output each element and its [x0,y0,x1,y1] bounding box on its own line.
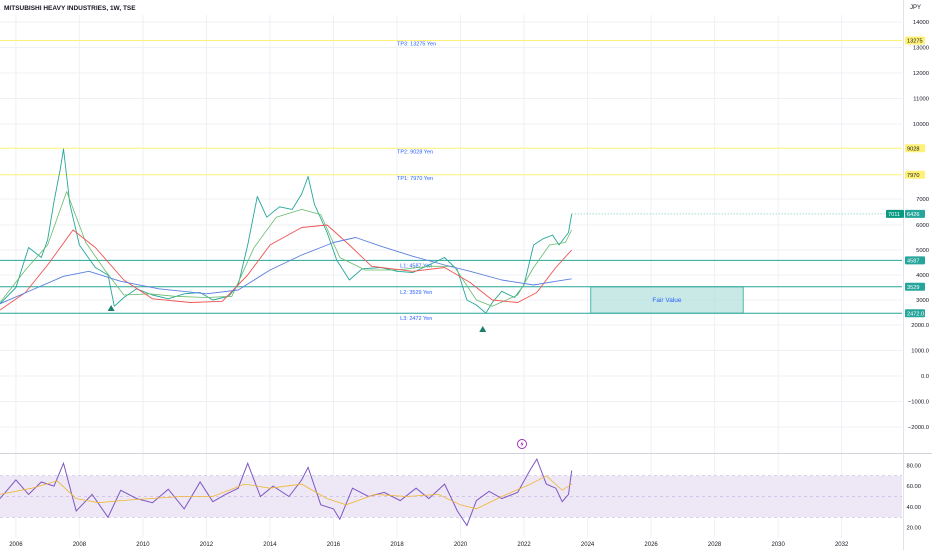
level-badge-text: 13275 [907,39,923,45]
y-tick-label: 13000 [913,46,929,52]
level-label: TP2: 9028 Yen [397,149,433,155]
x-tick-label: 2016 [327,542,341,548]
y-tick-label: 11000 [913,97,929,103]
price-series-group: 7011 6426 [0,148,925,314]
y-tick-label: 14000 [913,20,929,26]
rsi-line [0,457,573,527]
current-value-text: 7011 [888,212,900,218]
y-tick-label: 2000.0 [911,323,929,329]
x-tick-label: 2022 [517,542,531,548]
sma_mid-line [0,224,573,311]
y-tick-label: 1000.0 [911,349,929,355]
rsi_ma-line [0,475,572,510]
level-label: TP3: 13275 Yen [397,41,436,47]
x-tick-label: 2010 [136,542,150,548]
level-label: L1: 4587 Yen [400,263,432,269]
lightning-icon[interactable] [517,439,527,449]
fair-value-zone-group: Fair Value [590,286,744,314]
markers-group [107,305,487,332]
level-badge-text: 3529 [907,285,919,291]
level-badge-text: 2472.0 [907,311,924,317]
y-tick-label: 0.0 [921,374,929,380]
fair-value-zone [590,286,744,314]
level-badge [905,170,925,179]
y-tick-label: 12000 [913,71,929,77]
level-badge [905,36,925,45]
level-badge [905,144,925,153]
level-badge-text: 4587 [907,259,919,265]
rsi-tick-label: 20.00 [906,526,921,532]
x-tick-label: 2020 [454,542,468,548]
x-tick-label: 2026 [644,542,658,548]
current-value-badge [905,209,925,218]
chart-title: MITSUBISHI HEAVY INDUSTRIES, 1W, TSE [4,5,136,12]
current-value-badge [886,209,904,218]
sma_slow-line [0,237,572,305]
x-tick-label: 2008 [73,542,87,548]
x-tick-label: 2028 [708,542,722,548]
x-tick-label: 2030 [771,542,785,548]
y-tick-label: 3000 [916,298,929,304]
rsi-tick-label: 80.00 [906,463,921,469]
y-tick-label: 7000 [916,197,929,203]
level-label: L3: 2472 Yen [400,316,432,322]
x-tick-label: 2018 [390,542,404,548]
level-badge [905,282,925,291]
level-badge-text: 9028 [907,147,919,153]
fair-value-label: Fair Value [652,297,682,304]
y-tick-label: −2000.0 [908,425,929,431]
rsi-tick-label: 60.00 [906,484,921,490]
horizontal-levels: TP3: 13275 Yen 13275 TP2: 9028 Yen 9028 TP1:… [0,36,925,322]
y-tick-label: 4000 [916,273,929,279]
axes-group: 14000 13000 12000 11000 10000 7000 6000 5000 400… [9,20,929,548]
x-tick-label: 2032 [835,542,849,548]
currency-label: JPY [910,5,921,11]
y-tick-label: 10000 [913,122,929,128]
y-tick-label: 5000 [916,248,929,254]
level-badge [905,309,925,318]
level-label: L2: 3529 Yen [400,290,432,296]
x-tick-label: 2006 [9,542,23,548]
x-tick-label: 2012 [200,542,214,548]
y-tick-label: −1000.0 [908,400,929,406]
signal-triangle-up [479,326,487,332]
rsi-panel: 80.00 60.00 40.00 20.00 [0,457,921,532]
y-tick-label: 6000 [916,223,929,229]
current-value-text: 6426 [907,212,919,218]
x-tick-label: 2014 [263,542,277,548]
x-tick-label: 2024 [581,542,595,548]
level-badge-text: 7970 [907,173,919,179]
sma_fast-line [0,191,573,307]
rsi-tick-label: 40.00 [906,505,921,511]
price-line [0,148,573,314]
level-label: TP1: 7970 Yen [397,176,433,182]
level-badge [905,256,925,265]
signal-triangle-up [107,305,115,311]
